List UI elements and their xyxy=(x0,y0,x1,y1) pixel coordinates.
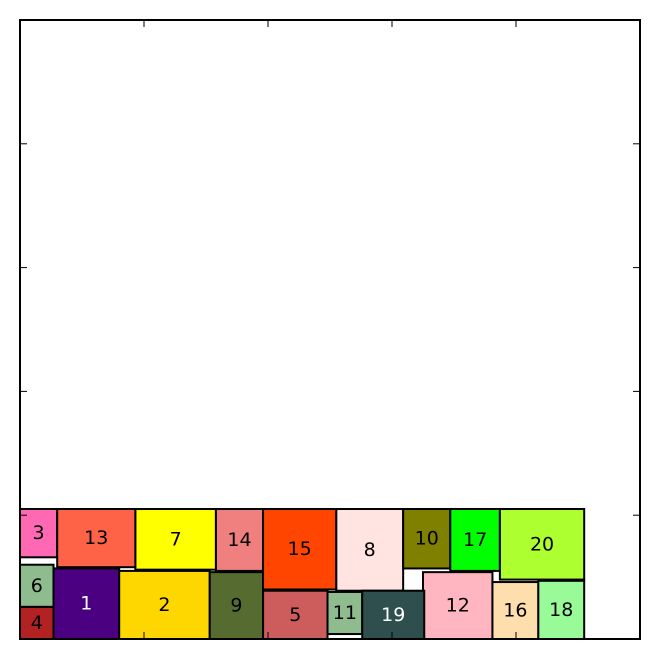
rect-15-label: 15 xyxy=(288,538,312,560)
rect-15-box xyxy=(262,508,338,591)
axes-frame xyxy=(19,19,641,640)
rect-11-label: 11 xyxy=(333,602,357,624)
rect-1-label: 1 xyxy=(80,593,92,615)
rect-5: 5 xyxy=(262,589,329,641)
rect-14-label: 14 xyxy=(227,529,251,551)
rect-10-label: 10 xyxy=(415,528,439,550)
rect-19-label: 19 xyxy=(381,604,405,626)
rect-18-label: 18 xyxy=(549,599,573,621)
rect-4: 4 xyxy=(19,605,55,641)
rect-6-label: 6 xyxy=(31,575,43,597)
rect-8: 8 xyxy=(335,508,405,592)
rect-13-box xyxy=(56,508,137,569)
rect-17: 17 xyxy=(449,508,501,572)
rect-20-label: 20 xyxy=(530,533,554,555)
rect-17-box xyxy=(449,508,501,572)
rect-9-box xyxy=(208,571,265,641)
rect-7-label: 7 xyxy=(170,528,182,550)
rect-6: 6 xyxy=(19,563,55,608)
rect-7: 7 xyxy=(134,508,217,571)
rect-19: 19 xyxy=(361,589,426,641)
rect-9-label: 9 xyxy=(230,595,242,617)
rect-8-label: 8 xyxy=(364,539,376,561)
rect-2: 2 xyxy=(118,569,211,640)
rect-5-label: 5 xyxy=(289,604,301,626)
rect-20-box xyxy=(498,508,586,581)
rect-3-label: 3 xyxy=(33,522,45,544)
rect-4-label: 4 xyxy=(31,612,43,634)
axis-ticks xyxy=(20,20,640,639)
rect-15: 15 xyxy=(262,508,338,591)
rect-17-label: 17 xyxy=(463,529,487,551)
rect-1: 1 xyxy=(52,567,121,641)
rect-11: 11 xyxy=(326,590,364,636)
rect-2-label: 2 xyxy=(158,594,170,616)
rect-12: 12 xyxy=(422,571,494,641)
rect-16-box xyxy=(491,581,540,640)
rect-13-label: 13 xyxy=(84,527,108,549)
rect-18: 18 xyxy=(537,579,586,641)
rect-18-box xyxy=(537,579,586,641)
rect-11-box xyxy=(326,590,364,636)
rect-12-box xyxy=(422,571,494,641)
rect-2-box xyxy=(118,569,211,640)
rect-6-box xyxy=(19,563,55,608)
rect-14: 14 xyxy=(214,508,265,572)
rect-20: 20 xyxy=(498,508,586,581)
rect-3: 3 xyxy=(19,508,59,559)
rect-9: 9 xyxy=(208,571,265,641)
rect-16-label: 16 xyxy=(503,600,527,622)
rect-10: 10 xyxy=(402,508,452,570)
rect-14-box xyxy=(214,508,265,572)
rect-16: 16 xyxy=(491,581,540,640)
rect-12-label: 12 xyxy=(446,595,470,617)
rect-10-box xyxy=(402,508,452,570)
rect-19-box xyxy=(361,589,426,641)
rect-13: 13 xyxy=(56,508,137,569)
rect-1-box xyxy=(52,567,121,641)
